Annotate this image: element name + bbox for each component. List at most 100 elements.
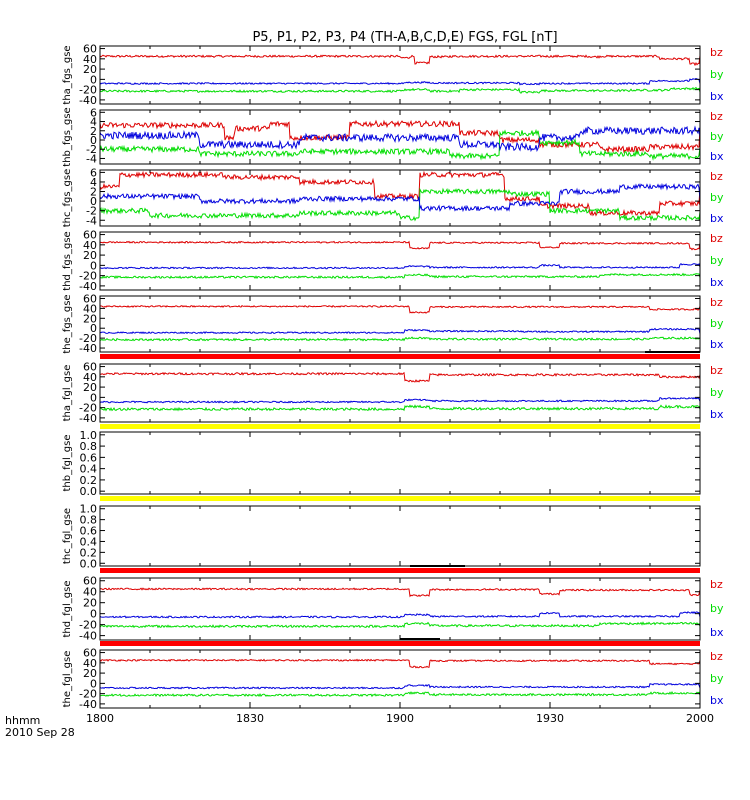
y-tick-label: 0	[90, 608, 97, 621]
legend-bz: bz	[710, 296, 723, 309]
y-tick-label: 0	[90, 73, 97, 86]
y-axis-label: tha_fgl_gse	[62, 365, 73, 422]
y-tick-label: 0	[90, 677, 97, 690]
y-tick-label: 6	[90, 106, 97, 119]
y-tick-label: 0	[90, 322, 97, 335]
y-tick-label: -40	[79, 412, 97, 425]
y-axis-label: the_fgl_gse	[62, 651, 73, 708]
mode-bar-red	[100, 354, 700, 359]
y-tick-label: -20	[79, 619, 97, 632]
y-tick-label: 2	[90, 125, 97, 138]
y-tick-label: -40	[79, 94, 97, 107]
series-bx-the_fgs_gse	[99, 327, 701, 335]
y-tick-label: 60	[83, 361, 97, 374]
y-tick-label: 4	[90, 176, 97, 189]
legend-bx: bx	[710, 408, 724, 421]
panel-frame	[99, 649, 701, 709]
y-tick-label: 0.4	[80, 535, 98, 548]
y-tick-label: 20	[83, 63, 97, 76]
y-tick-label: 0.6	[80, 451, 98, 464]
legend-by: by	[710, 191, 724, 204]
y-tick-label: 0.6	[80, 525, 98, 538]
y-tick-label: 1.0	[80, 503, 98, 516]
y-tick-label: 2	[90, 186, 97, 199]
y-tick-label: -20	[79, 688, 97, 701]
series-by-tha_fgs_gse	[99, 86, 701, 94]
y-tick-label: 60	[83, 292, 97, 305]
series-bx-tha_fgs_gse	[99, 78, 701, 86]
y-tick-label: 0	[90, 134, 97, 147]
legend-bx: bx	[710, 212, 724, 225]
y-tick-label: 40	[83, 371, 97, 384]
legend-bz: bz	[710, 110, 723, 123]
panel-frame	[99, 295, 701, 353]
legend-by: by	[710, 130, 724, 143]
series-bx-thd_fgs_gse	[99, 263, 701, 270]
y-axis-label: thd_fgl_gse	[62, 581, 73, 638]
y-tick-label: 40	[83, 657, 97, 670]
legend-bx: bx	[710, 694, 724, 707]
panel-frame	[99, 45, 701, 105]
y-axis-label: thc_fgs_gse	[62, 169, 73, 228]
series-bx-tha_fgl_gse	[99, 396, 701, 404]
y-tick-label: 0	[90, 259, 97, 272]
legend-bx: bx	[710, 276, 724, 289]
legend-bz: bz	[710, 650, 723, 663]
y-tick-label: 40	[83, 302, 97, 315]
series-by-thd_fgs_gse	[99, 272, 701, 280]
series-bz-tha_fgs_gse	[99, 54, 701, 67]
y-tick-label: 20	[83, 667, 97, 680]
y-tick-label: 60	[83, 43, 97, 56]
legend-by: by	[710, 386, 724, 399]
y-tick-label: 60	[83, 229, 97, 242]
y-tick-label: 6	[90, 166, 97, 179]
series-bz-thd_fgl_gse	[99, 587, 701, 598]
legend-bx: bx	[710, 90, 724, 103]
y-tick-label: 20	[83, 597, 97, 610]
y-axis-label: thc_fgl_gse	[62, 508, 73, 564]
legend-by: by	[710, 602, 724, 615]
legend-bz: bz	[710, 46, 723, 59]
legend-bz: bz	[710, 170, 723, 183]
x-tick-label: 2000	[686, 712, 714, 725]
series-bz-tha_fgl_gse	[99, 371, 701, 383]
y-tick-label: 0.4	[80, 463, 98, 476]
y-tick-label: 0.8	[80, 440, 98, 453]
date-label: 2010 Sep 28	[5, 726, 75, 739]
y-tick-label: 0	[90, 391, 97, 404]
y-tick-label: -40	[79, 698, 97, 711]
legend-by: by	[710, 317, 724, 330]
y-tick-label: 40	[83, 53, 97, 66]
legend-by: by	[710, 68, 724, 81]
mode-bar-black-segment	[645, 351, 700, 353]
y-tick-label: 20	[83, 312, 97, 325]
mode-bar-black-segment	[410, 565, 465, 567]
y-axis-label: thd_fgs_gse	[62, 231, 73, 290]
chart-title: P5, P1, P2, P3, P4 (TH-A,B,C,D,E) FGS, F…	[252, 30, 557, 45]
series-by-thc_fgs_gse	[99, 187, 701, 222]
mode-bars-group	[100, 351, 700, 646]
panel-frame	[99, 363, 701, 423]
y-tick-label: -20	[79, 270, 97, 283]
legend-bz: bz	[710, 232, 723, 245]
series-bx-thd_fgl_gse	[99, 611, 701, 619]
y-axis-label: the_fgs_gse	[62, 294, 73, 353]
mode-bar-yellow	[100, 424, 700, 429]
x-corner-label: hhmm	[5, 714, 41, 727]
series-bx-thb_fgs_gse	[99, 125, 701, 153]
y-tick-label: -4	[86, 214, 97, 227]
y-axis-label: thb_fgs_gse	[62, 107, 73, 166]
panel-frame	[99, 231, 701, 291]
mode-bar-red	[100, 641, 700, 646]
x-tick-label: 1930	[536, 712, 564, 725]
legend-by: by	[710, 672, 724, 685]
x-tick-label: 1900	[386, 712, 414, 725]
panel-frame	[99, 505, 701, 567]
y-tick-label: 40	[83, 586, 97, 599]
y-tick-label: -40	[79, 280, 97, 293]
y-tick-label: -40	[79, 630, 97, 643]
